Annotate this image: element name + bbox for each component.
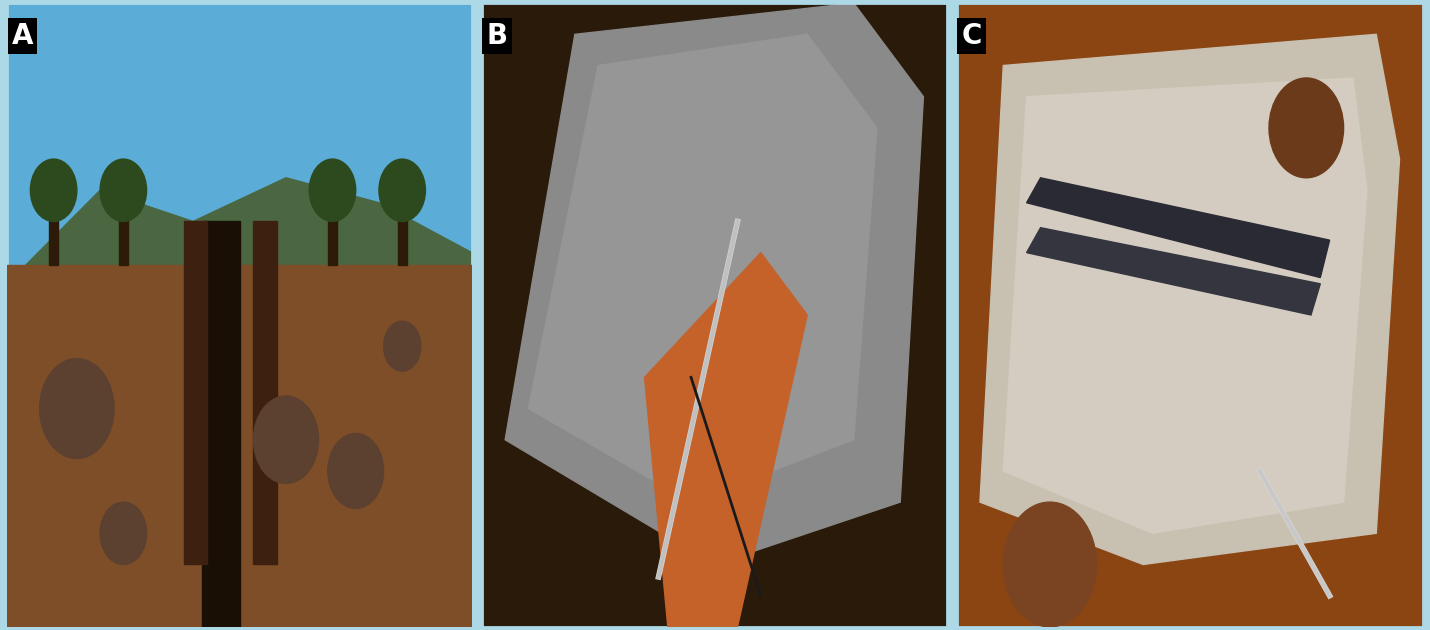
Bar (183, 221, 207, 564)
Bar (253, 221, 277, 564)
Circle shape (327, 433, 383, 508)
Circle shape (383, 321, 420, 371)
Bar (203, 221, 240, 627)
Polygon shape (7, 178, 472, 284)
Polygon shape (645, 253, 808, 627)
Circle shape (309, 159, 356, 221)
Circle shape (1268, 78, 1344, 178)
Text: C: C (961, 22, 982, 50)
Polygon shape (529, 34, 877, 502)
Circle shape (40, 358, 114, 459)
Bar (327, 215, 337, 265)
Bar (7, 265, 472, 627)
Polygon shape (1027, 178, 1330, 278)
Polygon shape (1004, 78, 1367, 533)
Bar (49, 215, 59, 265)
Polygon shape (980, 34, 1400, 564)
Circle shape (379, 159, 426, 221)
Text: A: A (11, 22, 33, 50)
Bar (398, 215, 408, 265)
Polygon shape (505, 3, 924, 564)
Circle shape (253, 396, 319, 483)
Circle shape (1004, 502, 1097, 627)
Bar (7, 3, 472, 284)
Circle shape (100, 502, 147, 564)
Polygon shape (1027, 227, 1320, 315)
Bar (119, 215, 129, 265)
Circle shape (100, 159, 147, 221)
Circle shape (30, 159, 77, 221)
Text: B: B (486, 22, 508, 50)
